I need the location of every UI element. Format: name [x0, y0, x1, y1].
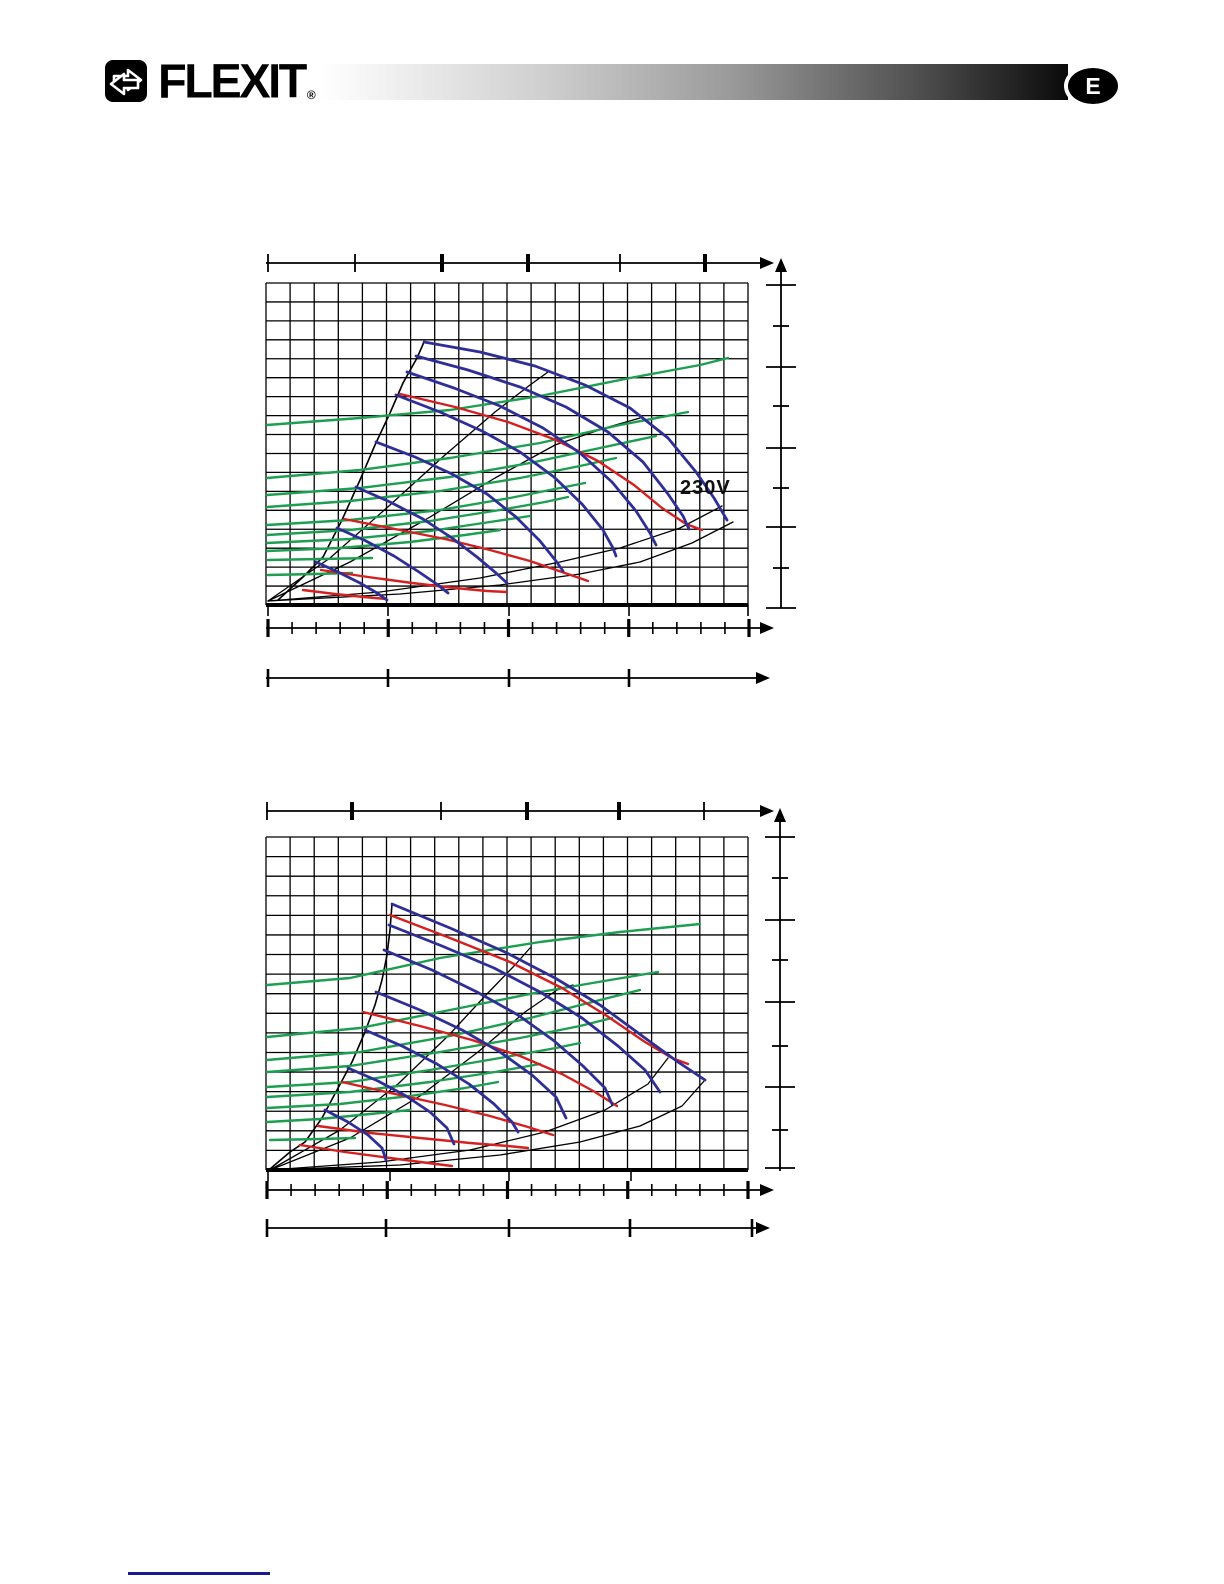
header-gradient-bar — [320, 64, 1068, 100]
language-badge-label: E — [1085, 72, 1101, 99]
language-badge: E — [1064, 64, 1122, 108]
footer-rule — [128, 1572, 270, 1575]
flexit-swap-arrows-icon — [105, 60, 147, 102]
fan-chart-2 — [265, 802, 795, 1237]
voltage-annotation: 230V — [680, 477, 731, 499]
flexit-logo: FLEXIT ® — [104, 56, 316, 106]
registered-mark: ® — [306, 88, 316, 102]
fan-chart-1: 230V — [265, 254, 796, 687]
brand-wordmark: FLEXIT — [158, 53, 307, 108]
